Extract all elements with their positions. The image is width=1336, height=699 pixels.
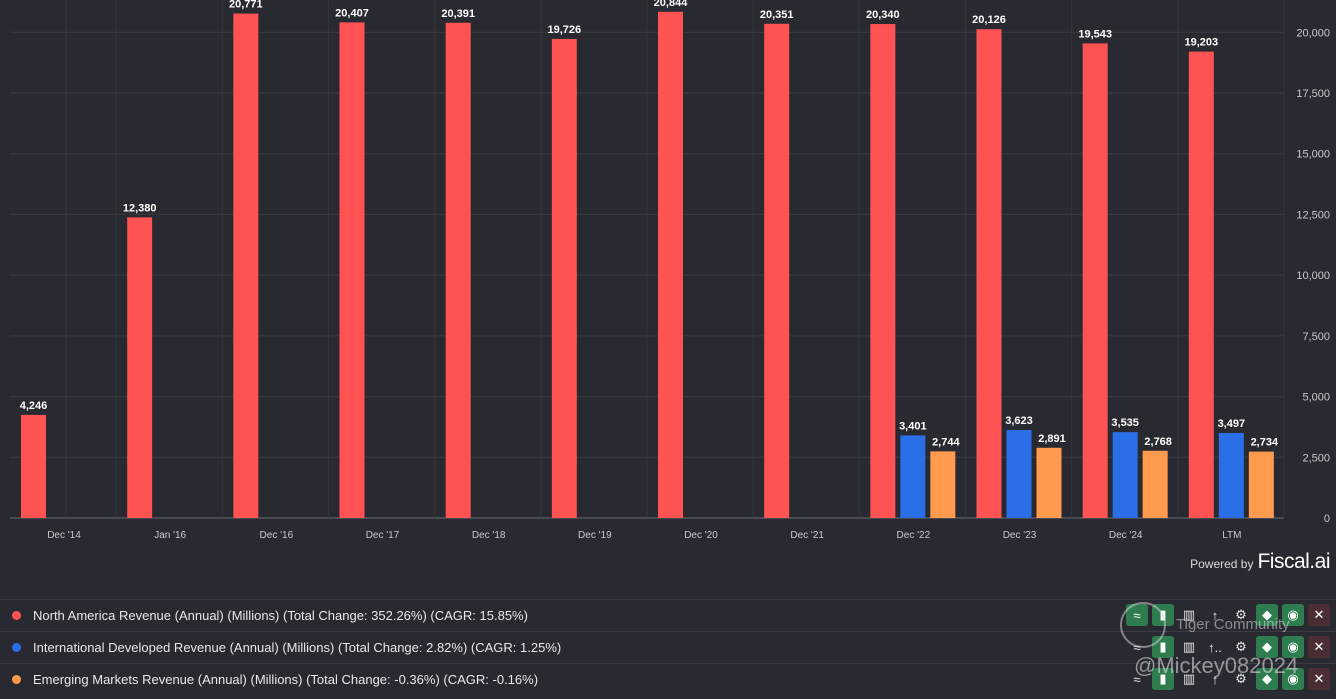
bar (233, 13, 259, 518)
x-tick-label: Jan '16 (154, 530, 186, 541)
legend-row-emerging: Emerging Markets Revenue (Annual) (Milli… (0, 663, 1336, 695)
y-tick-label: 0 (1324, 513, 1330, 525)
bar (1248, 451, 1274, 518)
series-actions: ≈ ▮ ▥ ↑ ⚙ ◆ ◉ ✕ (1126, 668, 1330, 690)
bar-data-label: 2,744 (932, 436, 960, 448)
bar (339, 22, 365, 518)
eye-icon[interactable]: ◉ (1282, 668, 1304, 690)
arrow-up-icon[interactable]: ↑ (1211, 607, 1219, 623)
y-tick-label: 17,500 (1296, 88, 1330, 100)
x-tick-label: Dec '14 (47, 530, 81, 541)
legend-label: North America Revenue (Annual) (Millions… (33, 608, 528, 623)
eye-icon[interactable]: ◉ (1282, 636, 1304, 658)
bar-data-label: 3,401 (899, 420, 927, 432)
bar (1082, 43, 1108, 519)
bar-data-label: 2,768 (1144, 436, 1172, 448)
tag-icon[interactable]: ◆ (1256, 604, 1278, 626)
y-tick-label: 15,000 (1296, 149, 1330, 161)
powered-by-branding[interactable]: Powered by Fiscal.ai (1190, 550, 1330, 574)
tiger-logo-icon (1120, 602, 1166, 648)
bar-data-label: 20,126 (972, 14, 1006, 26)
bar (1112, 432, 1138, 518)
y-tick-label: 2,500 (1302, 452, 1330, 464)
bar-data-label: 20,340 (866, 9, 900, 21)
bar-data-label: 19,543 (1078, 28, 1112, 40)
bar-data-label: 19,203 (1185, 37, 1219, 49)
bar-data-label: 3,535 (1111, 417, 1139, 429)
bar (1188, 51, 1214, 519)
bar (764, 23, 790, 519)
bar (445, 22, 471, 518)
x-tick-label: LTM (1222, 530, 1241, 541)
bar-data-label: 3,497 (1218, 418, 1246, 430)
tag-icon[interactable]: ◆ (1256, 668, 1278, 690)
bar-data-label: 19,726 (548, 24, 582, 36)
powered-by-text: Powered by (1190, 557, 1254, 571)
revenue-bar-chart: 0 2,500 5,000 7,500 10,000 12,500 15,000 17,500… (10, 0, 1330, 541)
bar-data-label: 20,771 (229, 0, 263, 11)
bar-data-label: 20,844 (654, 0, 689, 9)
fiscal-ai-logo: Fiscal.ai (1257, 550, 1330, 573)
bar (658, 11, 683, 518)
bar (21, 414, 46, 518)
arrow-up-icon[interactable]: ↑ (1211, 671, 1219, 687)
bar-data-label: 3,623 (1005, 415, 1033, 427)
bar-data-label: 20,391 (441, 8, 475, 20)
legend-label: International Developed Revenue (Annual)… (33, 640, 562, 655)
bar-data-label: 20,351 (760, 9, 794, 21)
gear-icon[interactable]: ⚙ (1235, 639, 1247, 654)
x-tick-label: Dec '16 (260, 530, 294, 541)
bar (1006, 430, 1032, 518)
y-tick-label: 7,500 (1302, 331, 1330, 343)
bar (930, 451, 956, 518)
bar-data-label: 20,407 (335, 7, 369, 19)
column-chart-icon[interactable]: ▥ (1182, 671, 1196, 686)
close-icon[interactable]: ✕ (1308, 668, 1330, 690)
x-tick-label: Dec '23 (1003, 530, 1037, 541)
column-chart-icon[interactable]: ▥ (1182, 639, 1196, 654)
x-tick-label: Dec '21 (790, 530, 824, 541)
watermark-handle: @Mickey082024 (1134, 653, 1299, 678)
y-tick-label: 5,000 (1302, 392, 1330, 404)
series-color-dot (12, 611, 21, 620)
eye-icon[interactable]: ◉ (1282, 604, 1304, 626)
gear-icon[interactable]: ⚙ (1235, 671, 1247, 686)
bar-data-label: 4,246 (20, 400, 48, 412)
column-chart-icon[interactable]: ▥ (1182, 607, 1196, 622)
bar (1142, 450, 1168, 518)
close-icon[interactable]: ✕ (1308, 636, 1330, 658)
x-tick-label: Dec '20 (684, 530, 718, 541)
y-tick-label: 12,500 (1296, 209, 1330, 221)
gear-icon[interactable]: ⚙ (1235, 607, 1247, 622)
bar-data-label: 12,380 (123, 202, 157, 214)
bar (976, 29, 1002, 519)
y-tick-label: 10,000 (1296, 270, 1330, 282)
watermark-community: Tiger Community (1176, 616, 1290, 633)
tag-icon[interactable]: ◆ (1256, 636, 1278, 658)
line-chart-icon[interactable]: ≈ (1133, 671, 1141, 687)
x-tick-label: Dec '24 (1109, 530, 1143, 541)
x-tick-label: Dec '19 (578, 530, 612, 541)
arrow-up-icon[interactable]: ↑.. (1208, 639, 1222, 655)
bar-chart-icon[interactable]: ▮ (1152, 668, 1174, 690)
bar (1218, 433, 1244, 518)
bar-data-label: 2,734 (1251, 437, 1279, 449)
bar (1036, 447, 1062, 518)
y-tick-label: 20,000 (1296, 27, 1330, 39)
legend: North America Revenue (Annual) (Millions… (0, 599, 1336, 695)
series-color-dot (12, 675, 21, 684)
bar (551, 38, 577, 518)
legend-row-international: International Developed Revenue (Annual)… (0, 631, 1336, 663)
series-color-dot (12, 643, 21, 652)
x-tick-label: Dec '18 (472, 530, 506, 541)
x-tick-label: Dec '22 (897, 530, 931, 541)
legend-label: Emerging Markets Revenue (Annual) (Milli… (33, 672, 539, 687)
bar (127, 217, 153, 519)
bar-data-label: 2,891 (1038, 433, 1066, 445)
x-tick-label: Dec '17 (366, 530, 400, 541)
close-icon[interactable]: ✕ (1308, 604, 1330, 626)
bar (900, 435, 926, 518)
bar (870, 24, 896, 519)
